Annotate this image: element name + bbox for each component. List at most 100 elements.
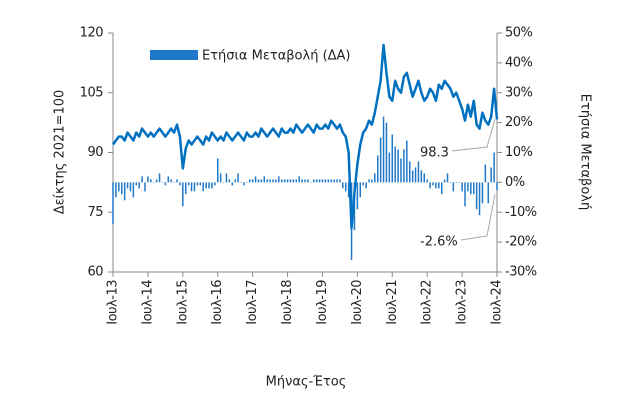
bar <box>208 182 210 189</box>
bar <box>173 182 175 183</box>
bar <box>446 173 449 183</box>
bar <box>344 182 347 192</box>
bar <box>144 182 146 192</box>
y-tick-label: 120 <box>80 26 104 41</box>
bar <box>342 182 344 189</box>
bar <box>382 116 385 183</box>
bar <box>359 182 362 198</box>
bar <box>179 182 181 186</box>
bar <box>228 179 231 183</box>
bar <box>182 182 184 207</box>
bar <box>475 182 478 210</box>
bar <box>452 182 455 192</box>
bar <box>304 179 306 183</box>
bar <box>135 182 138 186</box>
bar <box>147 176 149 183</box>
y2-tick-label: 20% <box>505 115 533 130</box>
y2-axis-label: Ετήσια Μεταβολή <box>578 94 593 210</box>
bar <box>388 152 391 183</box>
bar <box>280 179 283 183</box>
y-tick-label: 90 <box>87 145 103 160</box>
bar <box>289 179 292 183</box>
bar <box>324 179 327 183</box>
bar <box>414 167 417 183</box>
bar <box>438 182 440 189</box>
bar <box>487 182 490 204</box>
bar <box>170 179 172 183</box>
x-tick-label: Ιουλ-17 <box>245 280 260 325</box>
bar <box>394 146 396 183</box>
bar <box>379 137 382 183</box>
bar <box>449 182 452 183</box>
bar <box>138 182 140 189</box>
bar <box>478 182 481 216</box>
bar <box>443 179 446 183</box>
bar <box>411 170 414 183</box>
bar <box>356 182 359 210</box>
bar <box>216 158 219 183</box>
x-tick-label: Ιουλ-13 <box>106 280 121 325</box>
bar <box>420 170 423 183</box>
bar <box>141 176 143 183</box>
bar <box>251 179 254 183</box>
bar <box>278 176 280 183</box>
bar <box>298 176 300 183</box>
bar <box>321 179 324 183</box>
bar <box>365 182 367 189</box>
y2-tick-label: -10% <box>505 205 537 220</box>
x-axis-label: Μήνας-Έτος <box>266 375 347 390</box>
y-axis-label: Δείκτης 2021=100 <box>53 90 68 215</box>
bar <box>470 182 472 195</box>
y2-tick-label: 30% <box>505 85 533 100</box>
bar <box>190 182 193 192</box>
bar <box>211 182 213 189</box>
bar <box>484 164 487 183</box>
bar <box>362 182 364 186</box>
bar <box>397 149 399 183</box>
bar <box>158 173 161 183</box>
bar <box>417 161 420 183</box>
bar <box>272 179 274 183</box>
bar <box>132 182 135 198</box>
y2-tick-label: 10% <box>505 145 533 160</box>
bar <box>374 173 376 183</box>
bar <box>152 182 155 183</box>
bar <box>333 179 335 183</box>
y2-tick-label: -20% <box>505 235 537 250</box>
bar <box>260 179 263 183</box>
bar <box>257 179 260 183</box>
legend-swatch <box>150 50 198 60</box>
bar <box>193 182 196 192</box>
legend-label: Ετήσια Μεταβολή (ΔΑ) <box>202 49 351 64</box>
line <box>111 43 499 230</box>
bar <box>112 182 114 225</box>
y-tick-label: 60 <box>87 265 103 280</box>
bar <box>243 182 245 186</box>
y-tick-label: 105 <box>80 85 104 100</box>
bar <box>199 182 202 186</box>
y2-tick-label: 40% <box>505 55 533 70</box>
bar <box>292 179 295 183</box>
bar <box>266 179 268 183</box>
y-tick-label: 75 <box>87 205 103 220</box>
x-tick-label: Ιουλ-19 <box>315 280 330 325</box>
bar <box>126 182 129 189</box>
bar <box>493 152 495 183</box>
bar <box>263 176 266 183</box>
bar <box>115 182 117 198</box>
bar <box>376 155 379 183</box>
bar <box>150 179 152 183</box>
bar <box>231 182 234 186</box>
bar <box>118 182 120 192</box>
leader-line <box>451 119 496 152</box>
bar <box>403 149 405 183</box>
bar <box>307 179 309 183</box>
bar <box>120 182 123 195</box>
bar <box>295 179 298 183</box>
bar <box>246 182 248 183</box>
bar <box>301 179 303 183</box>
bar <box>481 182 484 204</box>
x-tick-label: Ιουλ-21 <box>385 280 400 325</box>
bar <box>385 122 388 183</box>
bar <box>234 179 236 183</box>
